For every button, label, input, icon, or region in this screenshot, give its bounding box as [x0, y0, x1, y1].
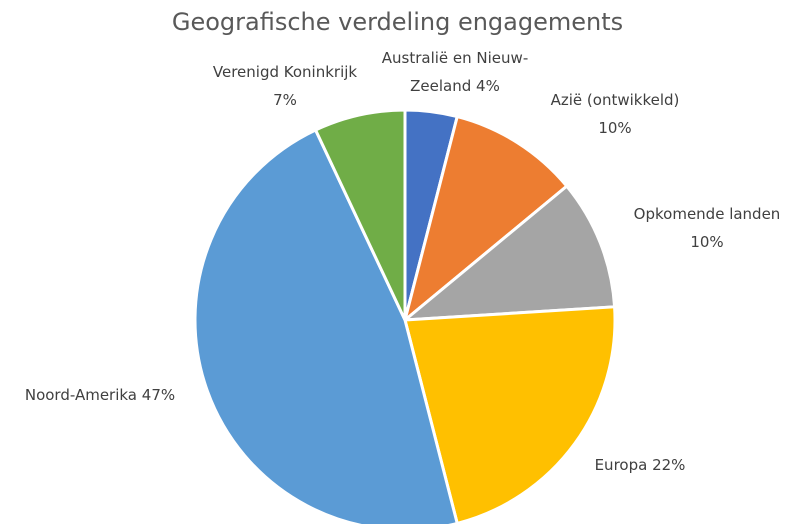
category-label: Australië en Nieuw-Zeeland [381, 49, 529, 95]
pie-slice [402, 114, 569, 325]
slice-label: Noord-Amerika 47% [0, 381, 200, 409]
category-label: Azië (ontwikkeld) [550, 91, 680, 109]
pie-slice [193, 127, 459, 524]
value-label: 22% [652, 456, 686, 474]
category-label: Europa [594, 456, 648, 474]
value-label: 7% [273, 91, 297, 109]
pie-slice [400, 184, 617, 322]
slice-label: Azië (ontwikkeld) 10% [525, 86, 705, 142]
pie-slice [313, 108, 407, 321]
pie-slice [403, 305, 617, 524]
slice-label: Opkomende landen 10% [607, 200, 795, 256]
slice-label: Australië en Nieuw-Zeeland 4% [375, 44, 535, 100]
category-label: Noord-Amerika [24, 386, 137, 404]
value-label: 47% [141, 386, 176, 404]
value-label: 10% [690, 233, 724, 251]
value-label: 4% [476, 77, 500, 95]
chart-title: Geografische verdeling engagements [171, 8, 624, 36]
category-label: Verenigd Koninkrijk [212, 63, 358, 81]
slice-label: Verenigd Koninkrijk 7% [185, 58, 385, 114]
value-label: 10% [598, 119, 632, 137]
slice-label: Europa 22% [560, 451, 720, 479]
category-label: Opkomende landen [633, 205, 781, 223]
